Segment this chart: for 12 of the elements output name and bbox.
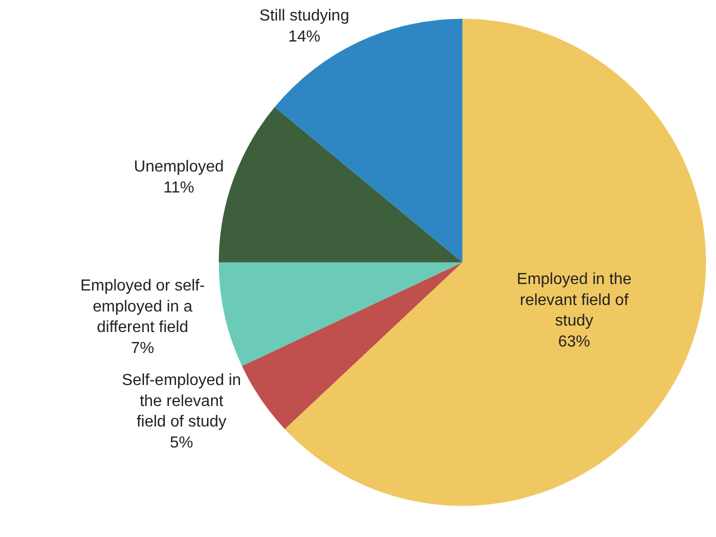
pie-slice: [242, 262, 462, 430]
data-label: 14%: [288, 28, 320, 46]
data-label: 7%: [131, 340, 154, 358]
slice-label: Self-employed in the relevant field of study: [122, 372, 242, 431]
pie-slice: [218, 262, 462, 366]
data-label: 63%: [558, 333, 590, 350]
data-label: 11%: [163, 180, 194, 197]
slice-label: Unemployed: [134, 158, 224, 176]
data-label: 5%: [170, 434, 194, 452]
slice-label: Employed in the relevant field of study: [516, 270, 632, 330]
slice-label: Employed or self-employed in a different field: [80, 278, 205, 336]
slice-label: Still studying: [259, 8, 350, 25]
